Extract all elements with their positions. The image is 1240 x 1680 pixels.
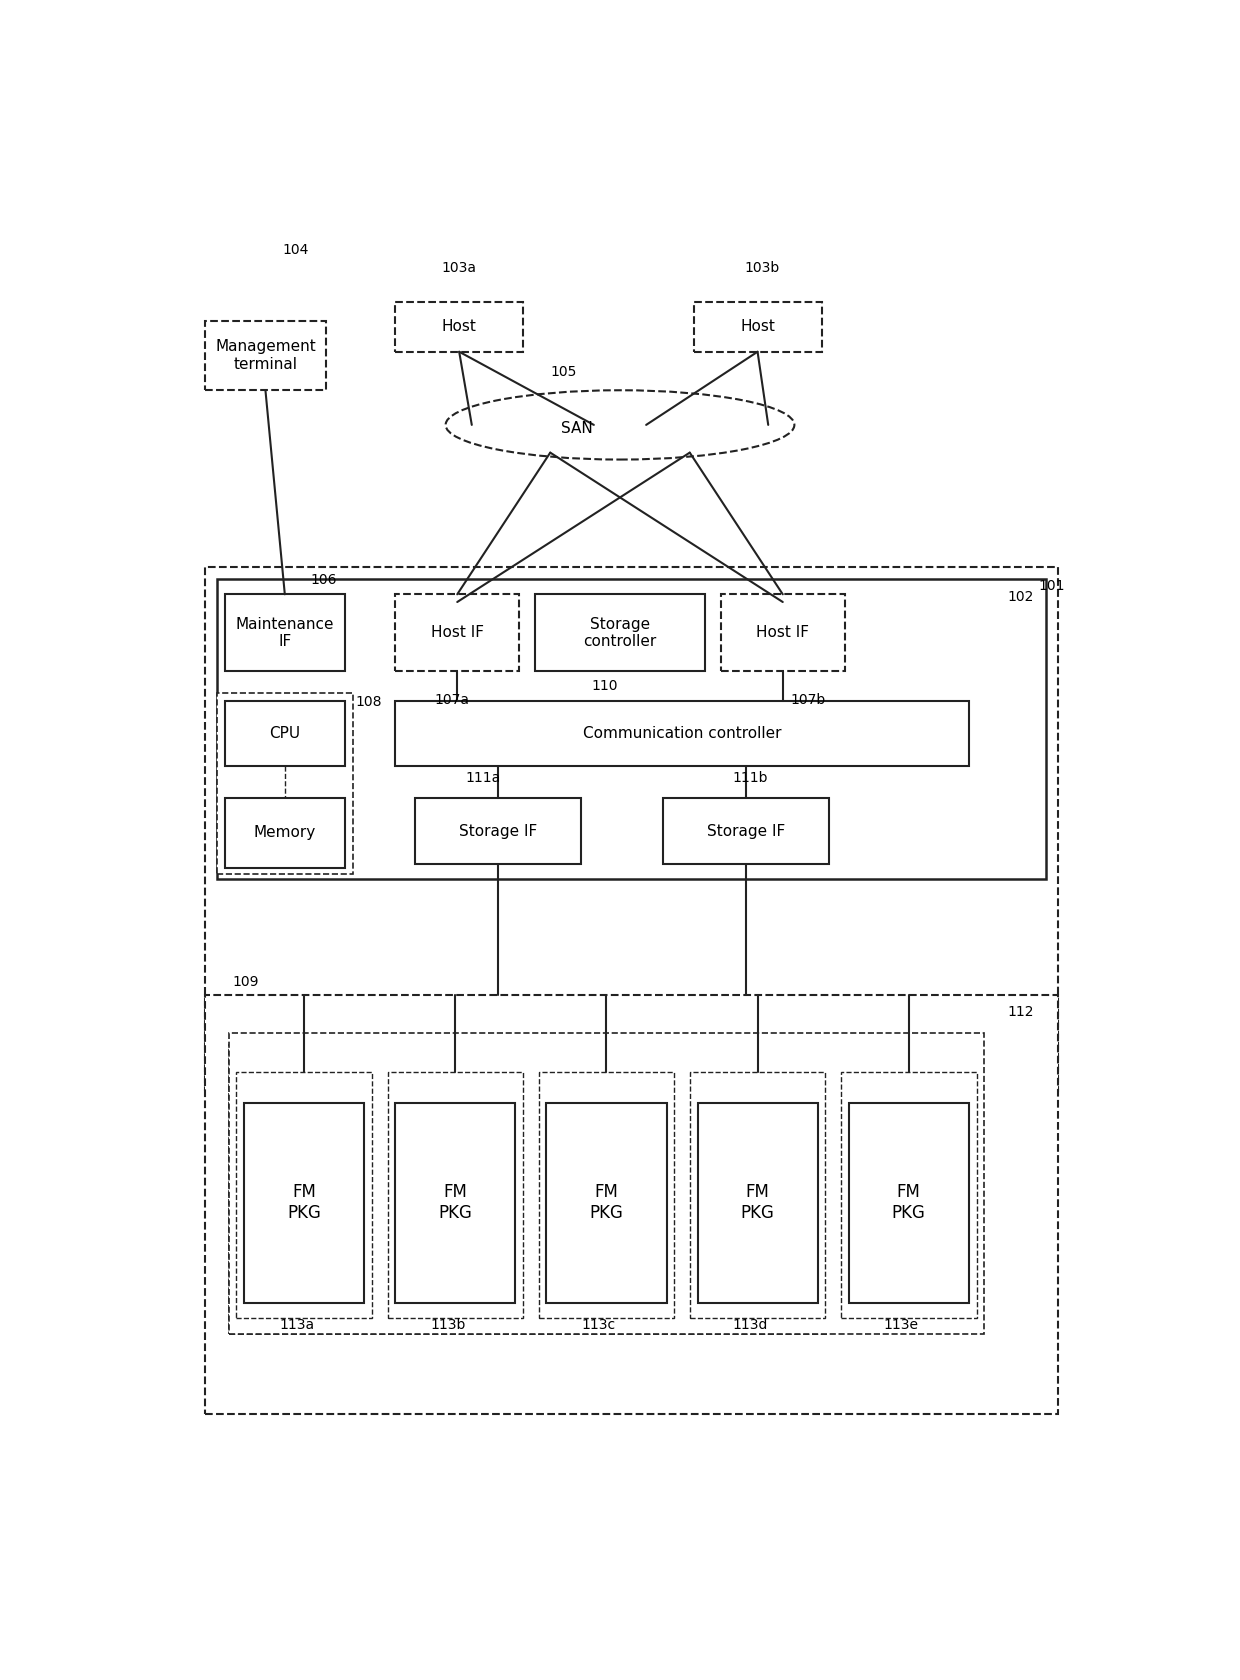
Bar bbox=[228, 1045, 830, 1334]
Text: Host IF: Host IF bbox=[756, 625, 810, 640]
Text: FM
PKG: FM PKG bbox=[439, 1183, 472, 1221]
Text: 113c: 113c bbox=[582, 1319, 615, 1332]
Text: 104: 104 bbox=[283, 244, 309, 257]
Text: 111a: 111a bbox=[465, 771, 500, 785]
Bar bbox=[414, 798, 582, 864]
Bar bbox=[217, 580, 1047, 879]
Bar bbox=[224, 701, 345, 766]
Text: 108: 108 bbox=[355, 696, 382, 709]
Bar bbox=[396, 1102, 516, 1302]
Bar bbox=[396, 701, 968, 766]
Text: 109: 109 bbox=[233, 976, 259, 990]
Text: 113d: 113d bbox=[733, 1319, 768, 1332]
Text: 113a: 113a bbox=[279, 1319, 314, 1332]
Text: 105: 105 bbox=[551, 365, 577, 378]
Bar bbox=[244, 1102, 365, 1302]
Bar bbox=[224, 595, 345, 672]
Bar bbox=[396, 302, 523, 351]
Bar bbox=[720, 595, 844, 672]
Bar bbox=[689, 1072, 826, 1319]
Bar bbox=[228, 1033, 985, 1334]
Bar bbox=[217, 692, 352, 874]
Bar bbox=[534, 595, 706, 672]
Bar bbox=[396, 595, 520, 672]
Text: Management
terminal: Management terminal bbox=[215, 339, 316, 371]
Bar bbox=[662, 798, 830, 864]
Text: Host: Host bbox=[740, 319, 775, 334]
Bar bbox=[387, 1072, 523, 1319]
Text: Maintenance
IF: Maintenance IF bbox=[236, 617, 334, 648]
Text: Memory: Memory bbox=[254, 825, 316, 840]
Bar bbox=[538, 1072, 675, 1319]
Bar bbox=[206, 995, 1058, 1415]
Text: FM
PKG: FM PKG bbox=[892, 1183, 925, 1221]
Text: 111b: 111b bbox=[733, 771, 768, 785]
Text: 101: 101 bbox=[1039, 580, 1065, 593]
Text: 107b: 107b bbox=[791, 692, 826, 707]
Bar bbox=[224, 798, 345, 867]
Text: 110: 110 bbox=[591, 679, 618, 692]
Text: 103a: 103a bbox=[441, 260, 476, 276]
Bar bbox=[547, 1102, 667, 1302]
Bar bbox=[848, 1102, 968, 1302]
Text: 113b: 113b bbox=[430, 1319, 465, 1332]
Text: FM
PKG: FM PKG bbox=[589, 1183, 624, 1221]
Text: Host IF: Host IF bbox=[430, 625, 484, 640]
Text: Communication controller: Communication controller bbox=[583, 726, 781, 741]
Bar bbox=[206, 568, 1058, 1090]
Text: 102: 102 bbox=[1007, 590, 1034, 605]
Text: 103b: 103b bbox=[744, 260, 779, 276]
Ellipse shape bbox=[445, 390, 795, 460]
Text: 113e: 113e bbox=[883, 1319, 919, 1332]
Bar bbox=[206, 321, 325, 390]
Bar bbox=[697, 1102, 817, 1302]
Text: FM
PKG: FM PKG bbox=[288, 1183, 321, 1221]
Text: 106: 106 bbox=[310, 573, 336, 586]
Bar bbox=[237, 1072, 372, 1319]
Text: FM
PKG: FM PKG bbox=[740, 1183, 775, 1221]
Text: Host: Host bbox=[441, 319, 476, 334]
Text: Storage IF: Storage IF bbox=[459, 823, 537, 838]
Text: CPU: CPU bbox=[269, 726, 300, 741]
Text: Storage
controller: Storage controller bbox=[583, 617, 657, 648]
Text: 112: 112 bbox=[1007, 1005, 1034, 1018]
Text: SAN: SAN bbox=[562, 422, 593, 437]
Text: Storage IF: Storage IF bbox=[707, 823, 785, 838]
Text: 107a: 107a bbox=[434, 692, 469, 707]
Bar bbox=[841, 1072, 977, 1319]
Bar bbox=[693, 302, 821, 351]
